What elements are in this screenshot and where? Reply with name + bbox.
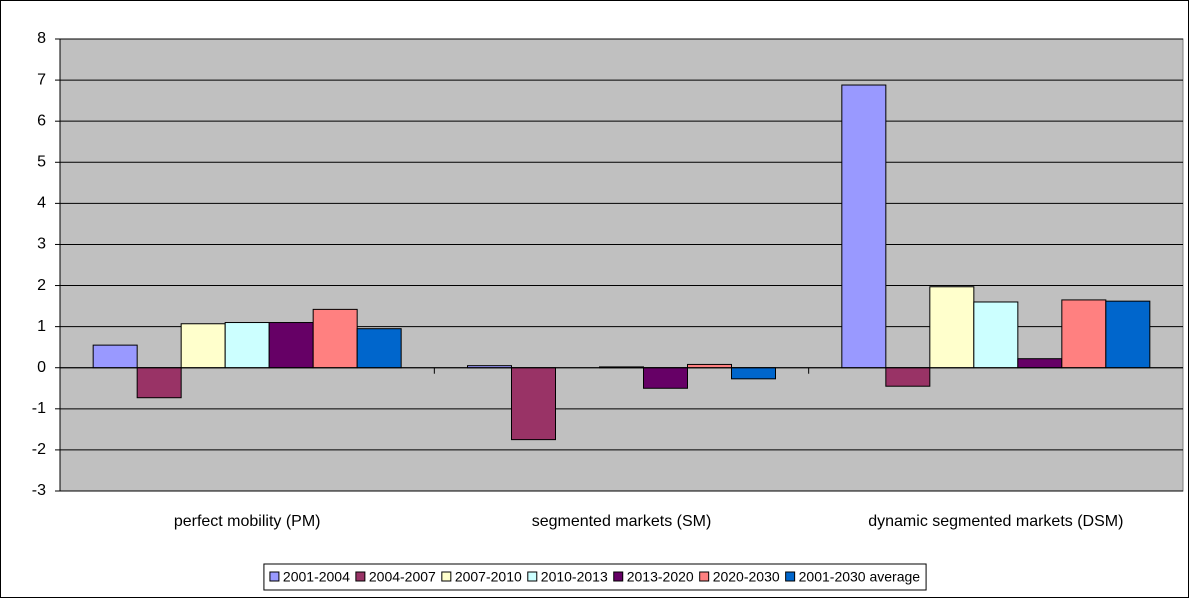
y-tick-label: 3 (37, 236, 46, 253)
bar (1017, 358, 1063, 369)
bar (1105, 300, 1151, 369)
bar (929, 286, 975, 369)
y-tick-label: -3 (32, 482, 46, 499)
x-tick-label: dynamic segmented markets (DSM) (868, 513, 1123, 530)
legend-label: 2007-2010 (455, 569, 522, 585)
legend-box (263, 563, 927, 591)
bar (731, 367, 776, 380)
legend-swatch (441, 571, 452, 582)
y-tick-label: 5 (37, 153, 46, 170)
bar (885, 367, 931, 387)
legend-label: 2013-2020 (627, 569, 694, 585)
legend-swatch (269, 571, 280, 582)
legend-swatch (785, 571, 796, 582)
y-tick-label: 8 (37, 30, 46, 47)
legend-label: 2010-2013 (541, 569, 608, 585)
bar (312, 308, 358, 369)
bar (268, 322, 314, 369)
legend-swatch (527, 571, 538, 582)
bar (356, 328, 402, 369)
y-tick-label: 4 (37, 195, 46, 212)
y-tick-label: -2 (32, 441, 46, 458)
legend-swatch (613, 571, 624, 582)
bar (643, 367, 688, 389)
legend-swatch (699, 571, 710, 582)
x-tick-label: segmented markets (SM) (532, 513, 712, 530)
y-tick-label: 7 (37, 71, 46, 88)
plot-area (59, 38, 1184, 492)
bar (511, 367, 556, 441)
legend-label: 2020-2030 (713, 569, 780, 585)
y-tick-label: 2 (37, 277, 46, 294)
y-tick-label: 0 (37, 359, 46, 376)
bar (180, 323, 226, 369)
legend-label: 2001-2004 (283, 569, 350, 585)
bar (973, 301, 1019, 369)
x-tick-label: perfect mobility (PM) (174, 513, 321, 530)
legend-swatch (355, 571, 366, 582)
bar (841, 84, 887, 369)
bar (1061, 299, 1107, 369)
y-tick-label: -1 (32, 400, 46, 417)
legend-label: 2001-2030 average (799, 569, 921, 585)
y-tick-label: 1 (37, 318, 46, 335)
legend-label: 2004-2007 (369, 569, 436, 585)
y-tick-label: 6 (37, 112, 46, 129)
bar (92, 344, 138, 369)
bar (224, 322, 270, 369)
bar (136, 367, 182, 399)
